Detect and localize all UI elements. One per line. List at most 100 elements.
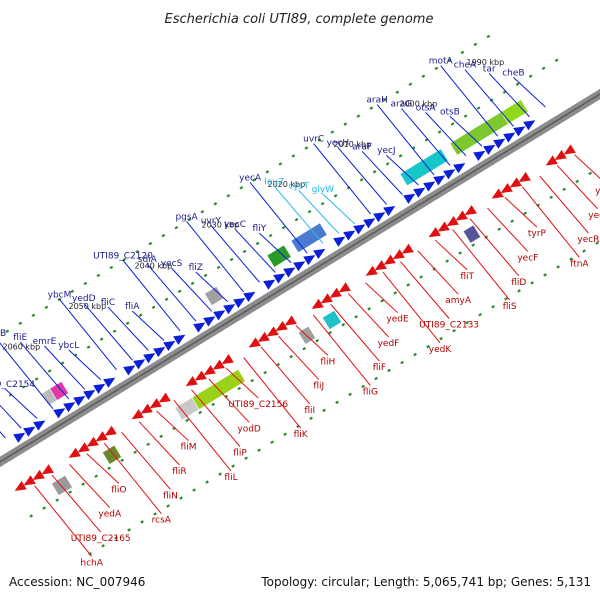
reverse-gene-arrow (41, 464, 54, 475)
gene-label: yecG (595, 186, 600, 196)
tick-dash (486, 34, 491, 39)
label-leader (195, 271, 229, 303)
forward-gene-arrow (223, 304, 236, 315)
tick-dash (447, 58, 452, 63)
gene-label: UTI89_C2120 (93, 251, 153, 261)
tick-dash (528, 74, 533, 78)
tick-dash (257, 448, 261, 452)
label-leader (4, 388, 38, 419)
label-leader (487, 207, 529, 252)
forward-gene-arrow (363, 218, 376, 229)
tick-dash (330, 130, 335, 134)
tick-dash (127, 528, 131, 532)
tick-dash (135, 249, 140, 254)
label-leader (83, 302, 133, 361)
label-leader (121, 432, 171, 490)
label-leader (295, 325, 329, 356)
tick-dash (5, 329, 10, 333)
forward-gene-arrow (143, 353, 156, 364)
tick-dash (239, 186, 244, 190)
gene-label: yecC (224, 220, 246, 230)
reverse-gene-arrow (455, 210, 468, 221)
gene-label: hchA (80, 558, 103, 568)
label-leader (34, 485, 93, 557)
tick-dash (283, 432, 287, 436)
reverse-gene-arrow (266, 326, 279, 337)
tick-dash (387, 368, 391, 373)
tick-dash (554, 58, 559, 62)
gene-label: fliE (13, 333, 27, 343)
tick-dash (114, 536, 118, 540)
gene-label: yecS (161, 259, 183, 269)
tick-dash (151, 305, 156, 309)
tick-dash (190, 281, 195, 286)
tick-dash (83, 281, 88, 286)
gene-label: cysT (288, 181, 309, 191)
gene-label: cheB (502, 68, 524, 78)
tick-dash (278, 162, 283, 166)
kbp-label: 2010 kbp (334, 140, 372, 149)
tick-dash (68, 490, 73, 494)
tick-dash (452, 328, 456, 333)
tick-dash (159, 434, 164, 439)
gene-label: cheA (454, 61, 477, 71)
gene-label: rcsA (152, 516, 172, 526)
tick-dash (161, 233, 166, 238)
forward-gene-arrow (493, 138, 506, 149)
tick-dash (281, 225, 286, 230)
gene-label: fliC (101, 298, 115, 308)
tick-dash (372, 170, 377, 174)
tick-dash (515, 82, 520, 86)
forward-gene-arrow (53, 408, 66, 419)
label-leader (208, 378, 250, 423)
forward-gene-arrow (403, 193, 416, 204)
gene-label: pgsA (175, 212, 198, 222)
tick-dash (18, 321, 23, 325)
forward-gene-arrow (333, 236, 346, 247)
tick-dash (34, 377, 39, 381)
reverse-gene-arrow (248, 337, 261, 348)
reverse-gene-arrow (500, 182, 513, 194)
reverse-gene-arrow (86, 436, 99, 447)
tick-dash (374, 376, 378, 381)
genome-summary: Topology: circular; Length: 5,065,741 bp… (260, 575, 591, 589)
gene-label: UTI89_C2154 (0, 380, 35, 390)
reverse-gene-arrow (320, 293, 333, 304)
forward-gene-arrow (63, 402, 76, 413)
forward-gene-arrow (513, 126, 526, 137)
tick-dash (491, 305, 495, 309)
tick-dash (510, 219, 515, 223)
tick-dash (60, 361, 65, 365)
tick-dash (385, 162, 390, 166)
gene-label: leuZ (264, 177, 284, 187)
label-leader (574, 154, 600, 180)
label-leader (103, 442, 162, 514)
gene-label: fliO (111, 485, 126, 495)
map-title: Escherichia coli UTI89, complete genome (165, 12, 434, 27)
tick-dash (595, 241, 599, 245)
label-leader (521, 186, 580, 258)
reverse-gene-arrow (428, 227, 441, 238)
gene-label: tyrP (528, 229, 547, 239)
gene-label: fliM (181, 443, 197, 453)
tick-dash (42, 506, 47, 510)
tick-dash (437, 130, 442, 134)
label-leader (249, 182, 308, 254)
tick-dash (205, 480, 209, 484)
label-leader (260, 346, 311, 405)
gene-label: fliN (163, 491, 178, 501)
label-leader (234, 228, 276, 273)
gene-label: fliJ (313, 382, 324, 392)
tick-dash (270, 440, 274, 444)
reverse-gene-arrow (338, 282, 351, 293)
tick-dash (112, 329, 117, 333)
tick-dash (21, 385, 26, 389)
feature-block (462, 224, 482, 244)
tick-dash (419, 275, 424, 279)
label-leader (504, 197, 538, 228)
reverse-gene-arrow (275, 320, 288, 331)
gene-label: emrE (33, 337, 57, 347)
forward-gene-arrow (73, 396, 86, 407)
gene-label: ybcM (48, 290, 72, 300)
